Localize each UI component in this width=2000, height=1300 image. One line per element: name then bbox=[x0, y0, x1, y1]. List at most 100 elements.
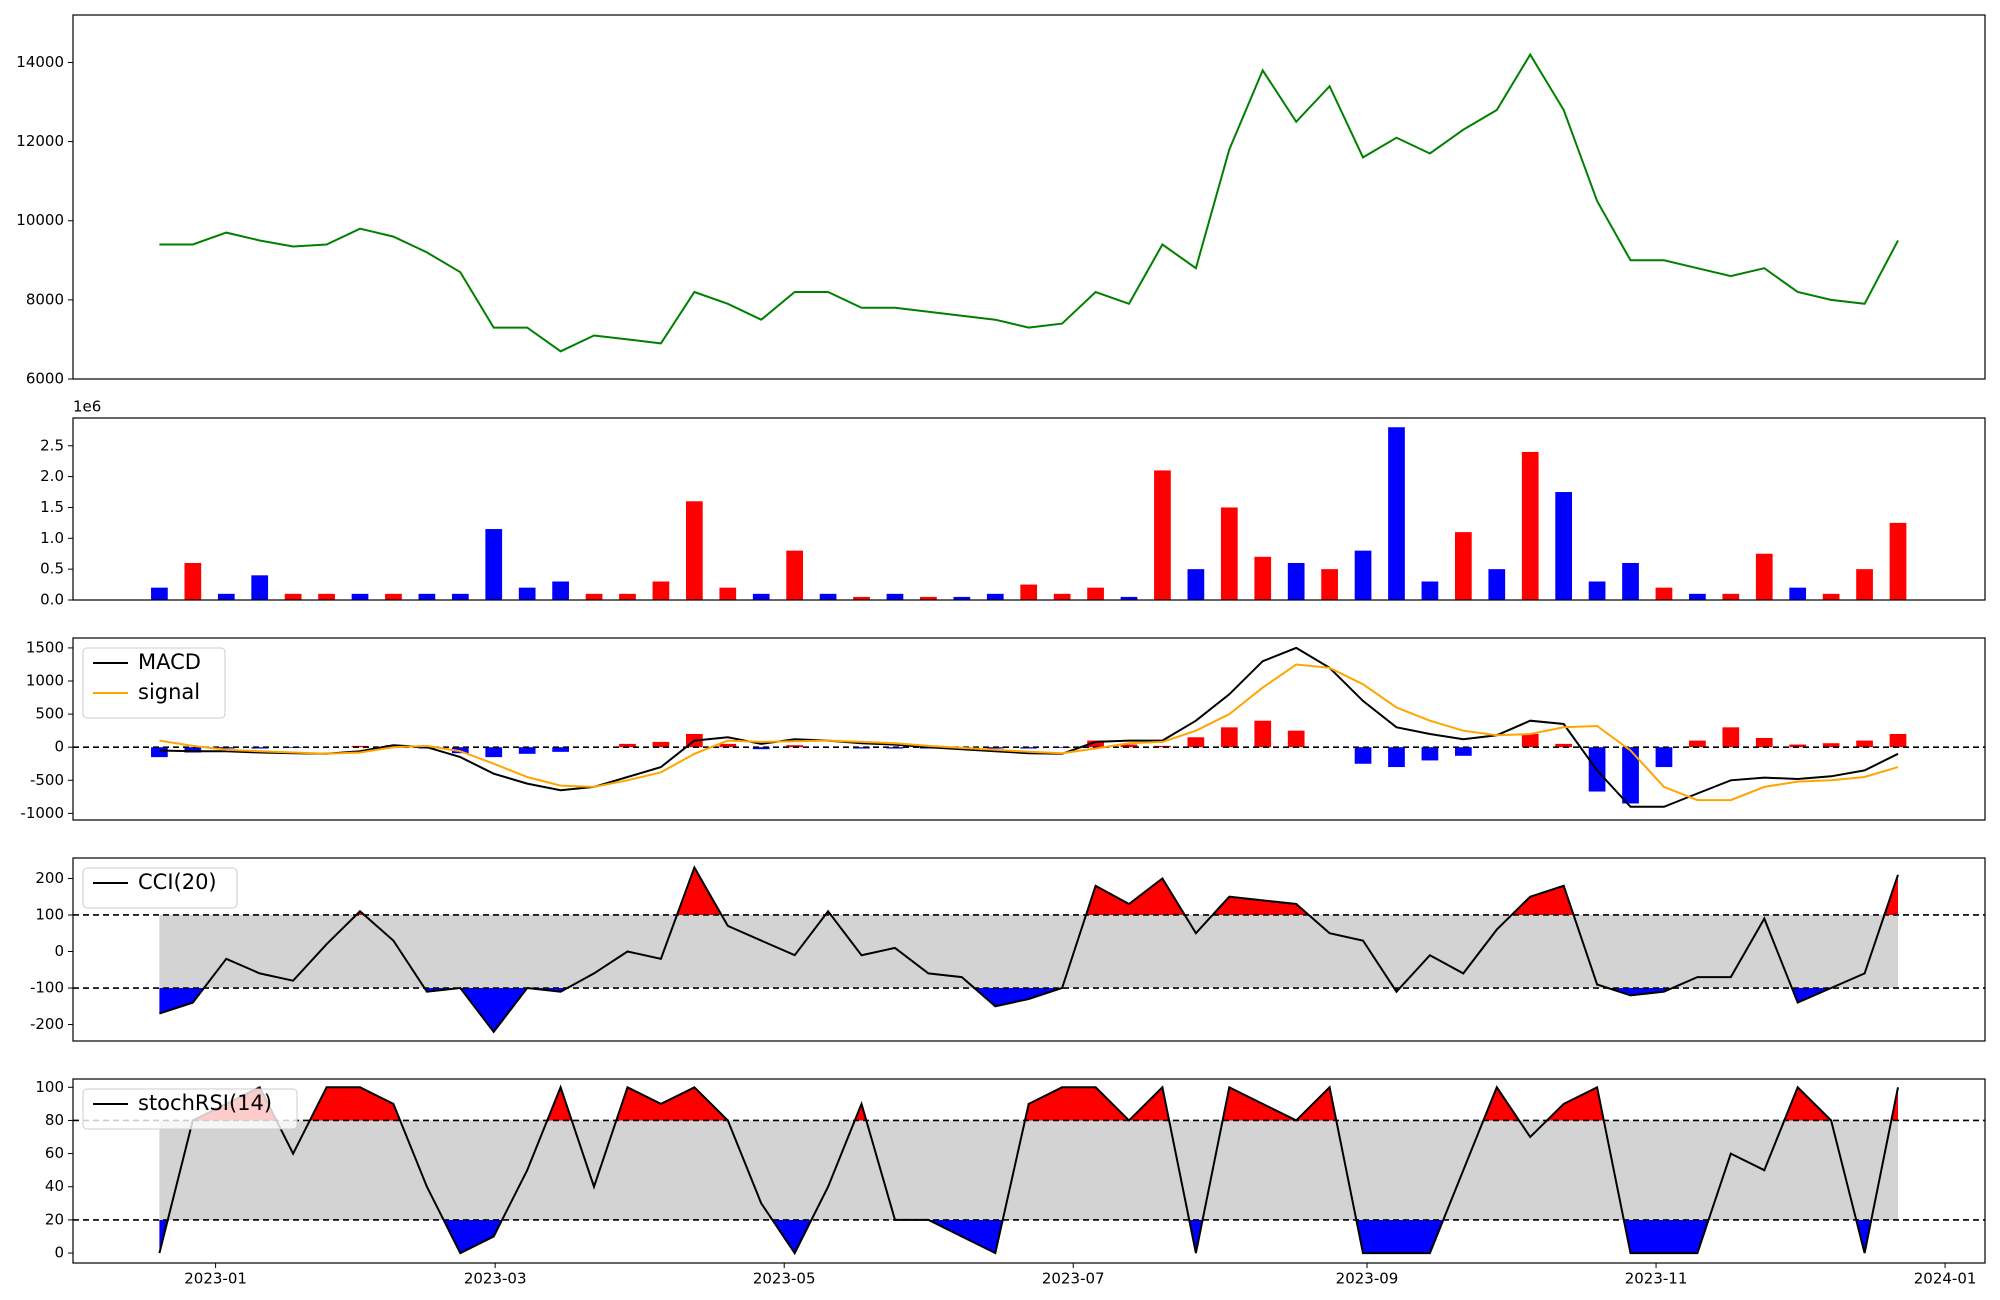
y-tick-label: 0 bbox=[54, 738, 64, 756]
y-tick-label: 1.5 bbox=[40, 498, 64, 516]
volume-bar bbox=[1755, 553, 1773, 600]
panel: 0 20 40 60 80 100 stochRSI(14) 2023-01 2023-03 20… bbox=[35, 1078, 1986, 1288]
y-tick-label: 6000 bbox=[26, 370, 64, 388]
indicator-line bbox=[159, 663, 1899, 802]
volume-bar bbox=[1454, 532, 1472, 600]
panel-frame bbox=[72, 14, 1986, 380]
histogram-bar bbox=[1655, 747, 1673, 768]
x-tick-label: 2023-07 bbox=[1042, 1270, 1105, 1288]
volume-bar bbox=[853, 596, 870, 600]
volume-bar bbox=[1789, 587, 1807, 600]
y-tick-label: 0 bbox=[54, 1244, 64, 1262]
histogram-bar bbox=[1689, 740, 1706, 748]
volume-bar bbox=[619, 593, 636, 600]
band bbox=[159, 1120, 1898, 1220]
lower-fill bbox=[159, 1219, 1872, 1254]
volume-bar bbox=[485, 529, 503, 600]
y-tick-label: 1500 bbox=[26, 638, 64, 656]
volume-bar bbox=[284, 593, 302, 600]
volume-bar bbox=[752, 593, 770, 600]
x-tick-label: 2023-11 bbox=[1625, 1270, 1688, 1288]
histogram-bar bbox=[1220, 727, 1238, 748]
volume-bar bbox=[552, 581, 569, 600]
legend-box bbox=[82, 1088, 298, 1130]
histogram-bar bbox=[1822, 743, 1840, 748]
histogram-bar bbox=[351, 745, 369, 748]
volume-bar bbox=[1154, 470, 1171, 600]
histogram-bar bbox=[1889, 733, 1907, 748]
volume-bar bbox=[518, 587, 536, 600]
offset-text: 1e6 bbox=[73, 398, 101, 416]
legend-label: stochRSI(14) bbox=[138, 1091, 272, 1115]
volume-bar bbox=[418, 593, 436, 600]
volume-bar bbox=[786, 550, 804, 600]
histogram-bar bbox=[1755, 737, 1773, 748]
volume-bar bbox=[1020, 584, 1038, 600]
legend-label: MACD bbox=[138, 650, 201, 674]
volume-bar bbox=[1622, 562, 1639, 600]
volume-bar bbox=[385, 593, 402, 600]
histogram-bar bbox=[1254, 720, 1272, 748]
volume-bar bbox=[184, 562, 202, 600]
lower-fill bbox=[159, 988, 1898, 1032]
volume-bar bbox=[1120, 596, 1138, 600]
volume-bar bbox=[819, 593, 837, 600]
y-tick-label: 12000 bbox=[16, 132, 64, 150]
histogram-bar bbox=[786, 745, 804, 748]
volume-bar bbox=[217, 593, 235, 600]
y-tick-label: 60 bbox=[45, 1144, 64, 1162]
histogram-bar bbox=[1154, 745, 1171, 748]
y-tick-label: -1000 bbox=[20, 804, 64, 822]
histogram-bar bbox=[552, 747, 569, 752]
band bbox=[159, 914, 1898, 989]
price-line bbox=[159, 52, 1899, 353]
histogram-bar bbox=[1053, 747, 1071, 748]
histogram-bar bbox=[1388, 747, 1405, 768]
volume-bar bbox=[1555, 492, 1573, 600]
y-tick-label: 500 bbox=[35, 705, 64, 723]
histogram-bar bbox=[1454, 747, 1472, 756]
volume-bar bbox=[351, 593, 369, 600]
histogram-bar bbox=[652, 741, 670, 748]
volume-bar bbox=[719, 587, 737, 600]
y-tick-label: -500 bbox=[30, 771, 64, 789]
panel-frame bbox=[72, 1078, 1986, 1264]
histogram-bar bbox=[619, 743, 636, 748]
volume-bar bbox=[886, 593, 904, 600]
volume-bar bbox=[1722, 593, 1740, 600]
volume-bar bbox=[986, 593, 1004, 600]
histogram-bar bbox=[1521, 733, 1539, 748]
indicator-line bbox=[158, 1084, 1899, 1256]
volume-bar bbox=[1354, 550, 1372, 600]
volume-bar bbox=[1689, 593, 1706, 600]
volume-bar bbox=[1053, 593, 1071, 600]
volume-bar bbox=[585, 593, 603, 600]
histogram-bar bbox=[1722, 727, 1740, 748]
x-tick-label: 2023-01 bbox=[184, 1270, 247, 1288]
histogram-bar bbox=[1421, 747, 1439, 761]
histogram-bar bbox=[1789, 744, 1807, 748]
volume-bar bbox=[1187, 569, 1205, 600]
histogram-bar bbox=[251, 747, 269, 749]
volume-bar bbox=[151, 587, 168, 600]
panel-frame bbox=[72, 637, 1986, 821]
panel: 6000 8000 10000 12000 14000 bbox=[16, 14, 1986, 388]
histogram-bar bbox=[518, 747, 536, 754]
y-tick-label: 2.5 bbox=[40, 436, 64, 454]
histogram-bar bbox=[719, 743, 737, 748]
histogram-bar bbox=[151, 747, 168, 758]
y-tick-label: 200 bbox=[35, 869, 64, 887]
volume-bar bbox=[652, 581, 670, 600]
volume-bar bbox=[318, 593, 335, 600]
y-tick-label: 1000 bbox=[26, 672, 64, 690]
volume-bar bbox=[920, 596, 937, 600]
histogram-bar bbox=[1555, 743, 1573, 748]
panel-frame bbox=[72, 857, 1986, 1042]
x-tick-label: 2023-09 bbox=[1336, 1270, 1399, 1288]
volume-bar bbox=[953, 596, 971, 600]
volume-bar bbox=[251, 575, 269, 600]
indicator-line bbox=[159, 646, 1899, 808]
legend-box bbox=[82, 647, 226, 719]
